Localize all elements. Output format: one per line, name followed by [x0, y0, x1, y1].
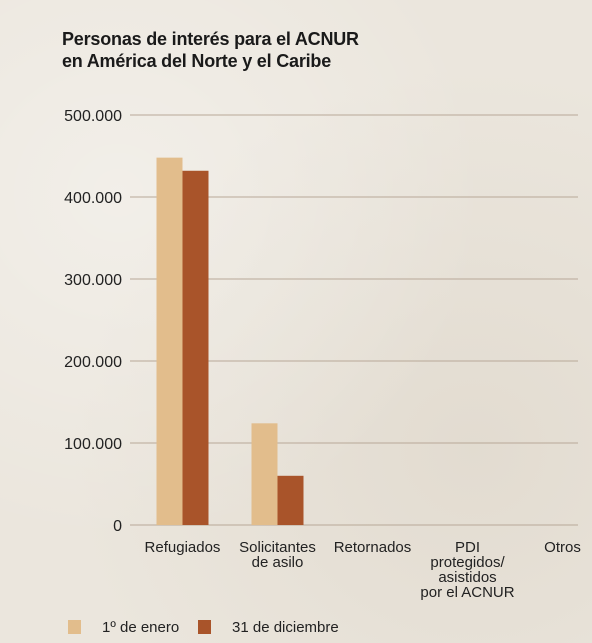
bar-dec [277, 475, 304, 525]
x-tick-label: PDI protegidos/asistidos por el ACNUR [420, 539, 514, 601]
legend-label-dec: 31 de diciembre [232, 619, 339, 636]
bar-jan [156, 157, 183, 525]
bar-dec [182, 170, 209, 525]
legend: 1º de enero 31 de diciembre [68, 619, 339, 636]
y-tick-label: 100.000 [64, 436, 122, 453]
y-tick-label: 300.000 [64, 272, 122, 289]
legend-swatch-dec [198, 620, 211, 634]
x-tick-label-line: Retornados [334, 539, 412, 556]
x-tick-label: Refugiados [145, 539, 221, 556]
chart-title-line-2: en América del Norte y el Caribe [62, 51, 332, 71]
legend-label-jan: 1º de enero [102, 619, 179, 636]
x-axis: Refugiados Solicitantes de asilo Retornados… [145, 539, 581, 601]
x-tick-label: Otros [544, 539, 581, 556]
y-axis: 0 100.000 200.000 300.000 400.000 500.000 [64, 108, 122, 535]
y-tick-label: 400.000 [64, 190, 122, 207]
x-tick-label-line: de asilo [252, 554, 304, 571]
bars [156, 157, 304, 525]
y-tick-label: 0 [113, 518, 122, 535]
x-tick-label-line: Solicitantes [239, 539, 316, 556]
x-tick-label-line: PDI [455, 539, 480, 556]
x-tick-label-line: Otros [544, 539, 581, 556]
bar-jan [251, 423, 278, 525]
chart-title-line-1: Personas de interés para el ACNUR [62, 29, 359, 49]
chart-title: Personas de interés para el ACNUR en Amé… [62, 28, 359, 72]
legend-swatch-jan [68, 620, 81, 634]
x-tick-label-line: protegidos/ [430, 554, 505, 571]
x-tick-label: Retornados [334, 539, 412, 556]
y-tick-label: 500.000 [64, 108, 122, 125]
x-tick-label-line: Refugiados [145, 539, 221, 556]
x-tick-label: Solicitantes de asilo [239, 539, 316, 571]
x-tick-label-line: por el ACNUR [420, 584, 514, 601]
x-tick-label-line: asistidos [438, 569, 496, 586]
y-tick-label: 200.000 [64, 354, 122, 371]
